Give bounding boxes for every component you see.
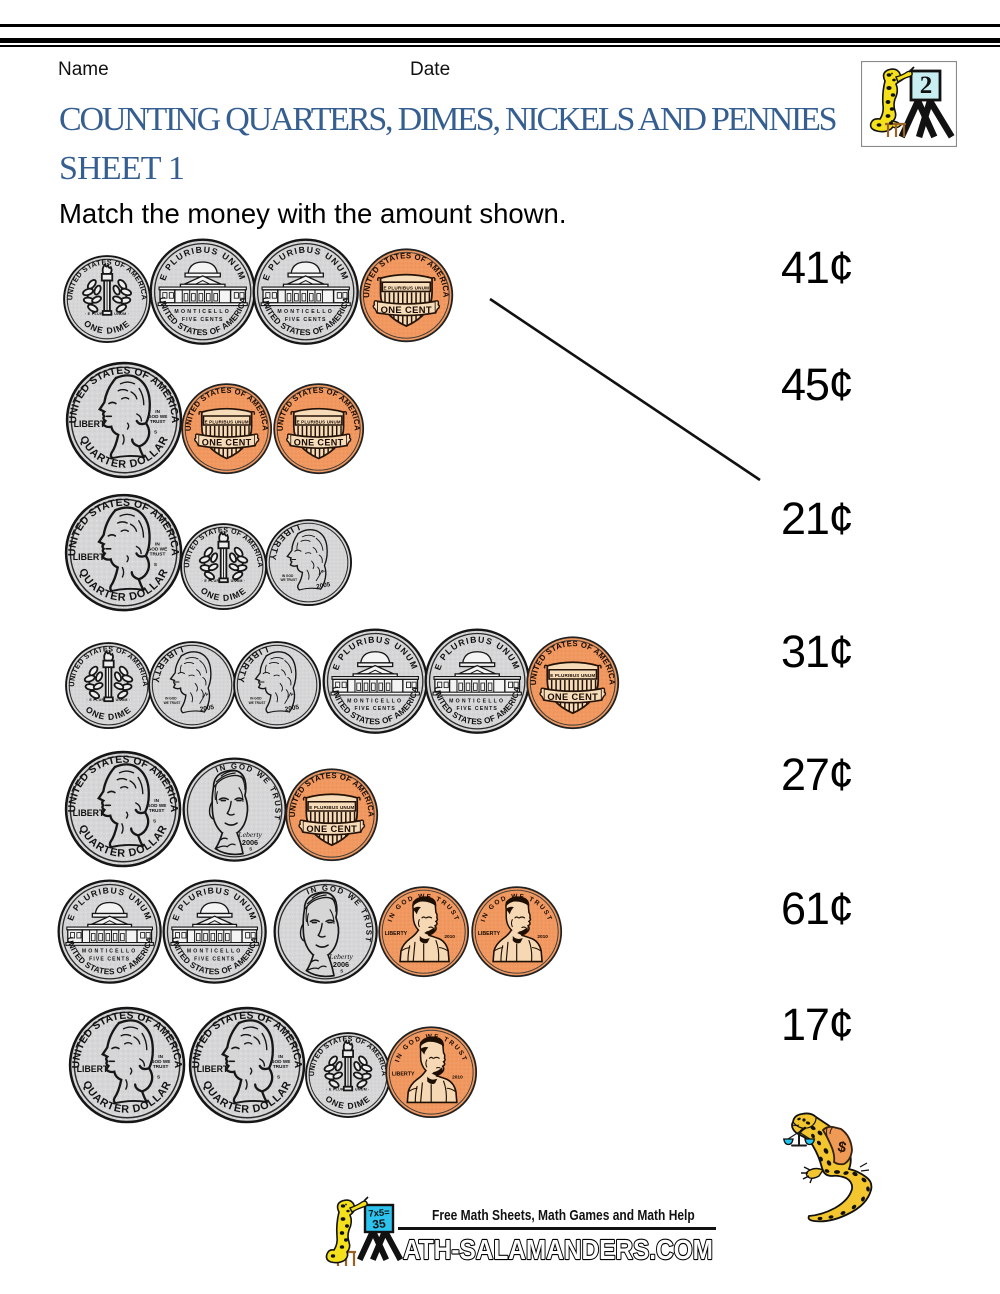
svg-text:ATH-SALAMANDERS.COM: ATH-SALAMANDERS.COM <box>403 1234 713 1265</box>
svg-text:35: 35 <box>372 1216 387 1231</box>
svg-text:2: 2 <box>920 72 933 99</box>
svg-text:7x5=: 7x5= <box>368 1207 391 1219</box>
